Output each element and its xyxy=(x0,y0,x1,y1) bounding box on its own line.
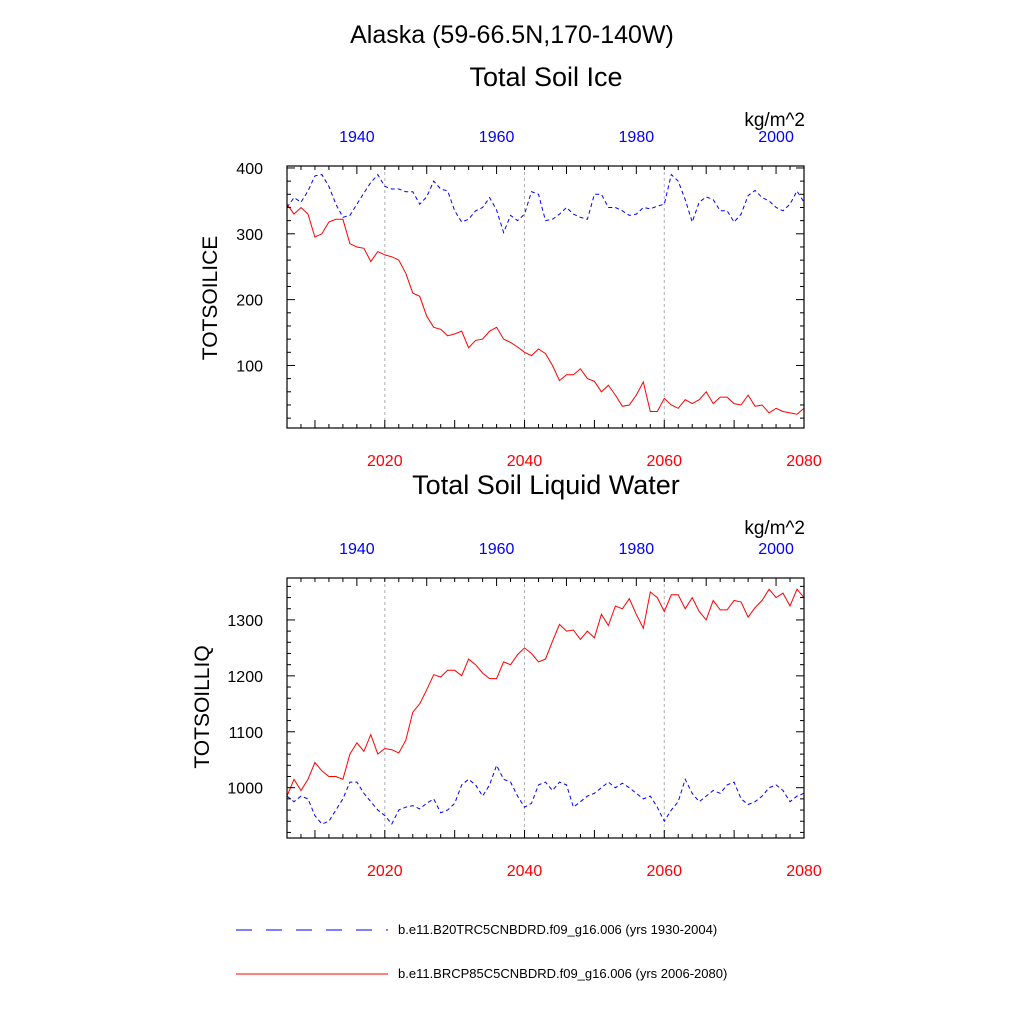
ice-y-tick-label: 100 xyxy=(236,358,263,375)
liquid-plot-frame xyxy=(286,577,805,839)
ice-historical-line xyxy=(286,173,805,234)
ice-panel-ylabel: TOTSOILICE xyxy=(199,236,222,360)
liquid-historical-line xyxy=(286,764,805,825)
liquid-top-tick-label: 1960 xyxy=(479,541,515,558)
ice-top-tick-label: 1960 xyxy=(479,129,515,146)
ice-plot-area: 2020 2040 2060 2080 1940 1960 1980 2000 100 200 30… xyxy=(236,129,822,470)
ice-y-tick-label: 200 xyxy=(236,293,263,310)
ice-panel-title: Total Soil Ice xyxy=(469,62,622,92)
liquid-bottom-tick-label: 2020 xyxy=(367,863,403,880)
liquid-top-tick-label: 1940 xyxy=(339,541,375,558)
liquid-y-tick-label: 1000 xyxy=(227,781,263,798)
liquid-top-tick-label: 1980 xyxy=(619,541,655,558)
liquid-y-tick-label: 1100 xyxy=(229,725,264,742)
liquid-panel-units: kg/m^2 xyxy=(744,518,805,539)
ice-top-tick-label: 1940 xyxy=(339,129,375,146)
figure-suptitle: Alaska (59-66.5N,170-140W) xyxy=(350,21,674,49)
ice-panel-units: kg/m^2 xyxy=(744,110,805,131)
ice-bottom-tick-label: 2060 xyxy=(646,453,682,470)
liquid-plot-area: 2020 2040 2060 2080 1940 1960 1980 2000 1000 1100… xyxy=(227,541,821,880)
liquid-bottom-tick-label: 2060 xyxy=(646,863,682,880)
ice-bottom-tick-label: 2080 xyxy=(786,453,822,470)
liquid-bottom-tick-label: 2080 xyxy=(786,863,822,880)
ice-top-tick-label: 1980 xyxy=(619,129,655,146)
liquid-panel-title: Total Soil Liquid Water xyxy=(412,470,680,500)
legend-historical-label: b.e11.B20TRC5CNBDRD.f09_g16.006 (yrs 193… xyxy=(398,922,717,937)
ice-y-tick-label: 400 xyxy=(236,161,263,178)
liquid-bottom-tick-label: 2040 xyxy=(507,863,543,880)
liquid-y-tick-label: 1300 xyxy=(227,613,263,630)
legend: b.e11.B20TRC5CNBDRD.f09_g16.006 (yrs 193… xyxy=(236,922,727,981)
ice-top-tick-label: 2000 xyxy=(758,129,794,146)
ice-future-line xyxy=(286,203,805,415)
ice-bottom-tick-label: 2020 xyxy=(367,453,403,470)
ice-plot-frame xyxy=(286,165,805,429)
liquid-future-line xyxy=(286,588,805,797)
liquid-panel: Total Soil Liquid Water kg/m^2 TOTSOILLI… xyxy=(191,470,822,880)
legend-future-label: b.e11.BRCP85C5CNBDRD.f09_g16.006 (yrs 20… xyxy=(398,966,727,981)
liquid-panel-ylabel: TOTSOILLIQ xyxy=(191,645,214,768)
ice-y-tick-label: 300 xyxy=(236,227,263,244)
ice-bottom-tick-label: 2040 xyxy=(507,453,543,470)
liquid-y-tick-label: 1200 xyxy=(227,669,263,686)
ice-panel: Total Soil Ice kg/m^2 TOTSOILICE 2020 204… xyxy=(199,62,822,470)
liquid-top-tick-label: 2000 xyxy=(758,541,794,558)
